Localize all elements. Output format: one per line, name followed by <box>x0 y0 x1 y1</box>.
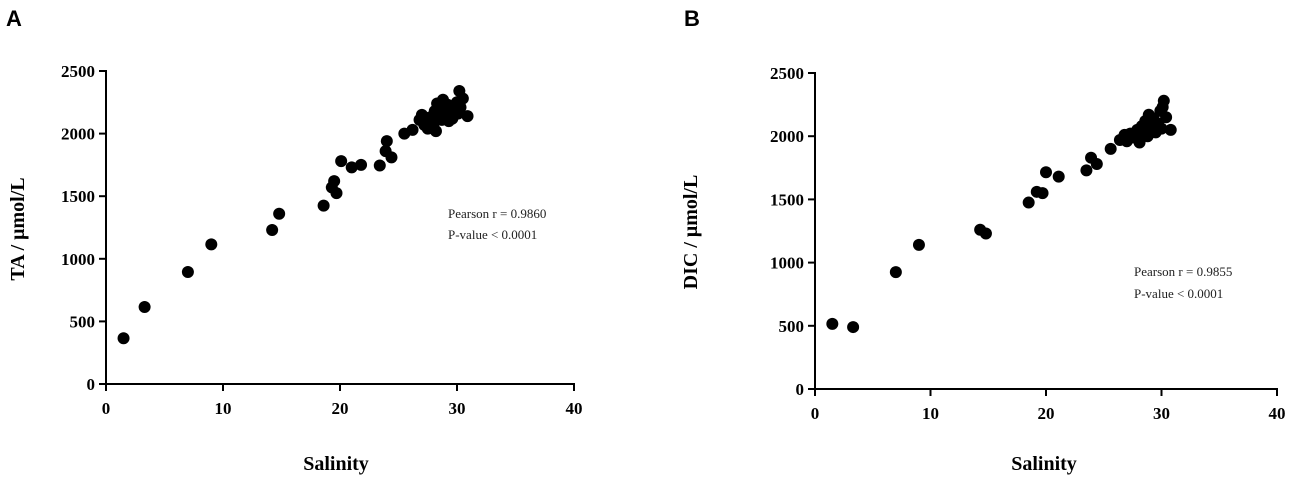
panel-a-data-point <box>273 207 286 220</box>
panel-a-pearson-annotation: Pearson r = 0.9860 <box>448 206 546 221</box>
panel-a-y-tick-label: 1000 <box>61 250 95 269</box>
panel-a-data-point <box>380 135 393 148</box>
panel-a-x-tick-label: 40 <box>566 399 583 418</box>
panel-b-data-point <box>1036 187 1049 200</box>
panel-b-y-tick-label: 2500 <box>770 64 804 83</box>
panel-b-x-tick-label: 20 <box>1038 404 1055 423</box>
panel-a-y-tick-label: 500 <box>70 312 96 331</box>
panel-a-axes: 0 500 1000 1500 2000 2500 0 10 20 30 40 <box>61 62 583 418</box>
panel-b-x-tick-label: 40 <box>1269 404 1286 423</box>
panel-b-data-point <box>847 321 860 334</box>
panel-b-y-axis-title: DIC / μmol/L <box>680 175 702 290</box>
panel-b-data-point <box>1090 158 1103 171</box>
panel-a-data-point <box>205 238 218 251</box>
panel-a-data-point <box>317 199 330 212</box>
panel-b-points <box>826 94 1177 334</box>
panel-a-x-axis-title: Salinity <box>303 453 369 475</box>
panel-a-data-point <box>355 158 368 171</box>
panel-b-data-point <box>889 266 902 279</box>
panel-a-y-tick-label: 1500 <box>61 187 95 206</box>
panel-a-y-tick-label: 2500 <box>61 62 95 81</box>
panel-b-data-point <box>1104 142 1117 155</box>
panel-b-data-point <box>979 227 992 240</box>
panel-b-data-point <box>826 317 839 330</box>
panel-b-x-tick-label: 10 <box>922 404 939 423</box>
panel-a-letter: A <box>6 6 22 31</box>
panel-a-data-point <box>461 110 474 123</box>
panel-a-data-point <box>328 175 341 188</box>
panel-a-data-point <box>345 161 358 174</box>
panel-a-y-tick-label: 2000 <box>61 125 95 144</box>
panel-b-data-point <box>912 238 925 251</box>
panel-a-points <box>117 85 474 345</box>
panel-b-data-point <box>1155 122 1168 135</box>
panel-b-data-point <box>1080 164 1093 177</box>
panel-b-y-tick-label: 2000 <box>770 127 804 146</box>
panel-b-data-point <box>1160 111 1173 124</box>
panel-b-data-point <box>1040 166 1052 179</box>
panel-b-x-axis-title: Salinity <box>1011 453 1077 475</box>
panel-a: A 0 500 1000 1500 2000 2500 0 10 20 30 40 Salinity… <box>6 6 583 475</box>
panel-b-data-point <box>1164 123 1177 136</box>
panel-a-x-tick-label: 20 <box>332 399 349 418</box>
panel-a-data-point <box>330 187 343 200</box>
panel-b-axes: 0 500 1000 1500 2000 2500 0 10 20 30 40 <box>770 64 1286 423</box>
panel-a-data-point <box>406 123 419 136</box>
panel-a-y-axis-title: TA / μmol/L <box>7 177 29 280</box>
panel-a-data-point <box>266 224 279 237</box>
panel-b-pearson-annotation: Pearson r = 0.9855 <box>1134 264 1232 279</box>
panel-a-data-point <box>138 301 151 314</box>
panel-b-x-tick-label: 0 <box>811 404 820 423</box>
panel-b-y-tick-label: 0 <box>796 380 805 399</box>
panel-a-data-point <box>385 151 398 164</box>
panel-b-y-tick-label: 500 <box>779 317 805 336</box>
panel-b-pvalue-annotation: P-value < 0.0001 <box>1134 286 1223 301</box>
panel-b-letter: B <box>684 6 700 31</box>
panel-b-data-point <box>1157 94 1170 107</box>
panel-a-x-tick-label: 0 <box>102 399 111 418</box>
panel-b-data-point <box>1052 170 1065 183</box>
panel-a-x-tick-label: 10 <box>215 399 232 418</box>
panel-b: B 0 500 1000 1500 2000 2500 0 10 20 30 40 Salinity… <box>680 6 1286 475</box>
panel-a-data-point <box>181 265 194 278</box>
panel-a-x-tick-label: 30 <box>449 399 466 418</box>
panel-a-data-point <box>373 159 386 172</box>
panel-b-y-tick-label: 1000 <box>770 254 804 273</box>
panel-a-data-point <box>335 155 348 168</box>
panel-b-x-tick-label: 30 <box>1153 404 1170 423</box>
panel-a-pvalue-annotation: P-value < 0.0001 <box>448 227 537 242</box>
panel-a-data-point <box>429 125 442 138</box>
panel-a-data-point <box>117 332 130 345</box>
panel-a-data-point <box>456 92 469 105</box>
panel-b-data-point <box>1022 196 1035 209</box>
panel-a-y-tick-label: 0 <box>87 375 96 394</box>
panel-b-y-tick-label: 1500 <box>770 190 804 209</box>
